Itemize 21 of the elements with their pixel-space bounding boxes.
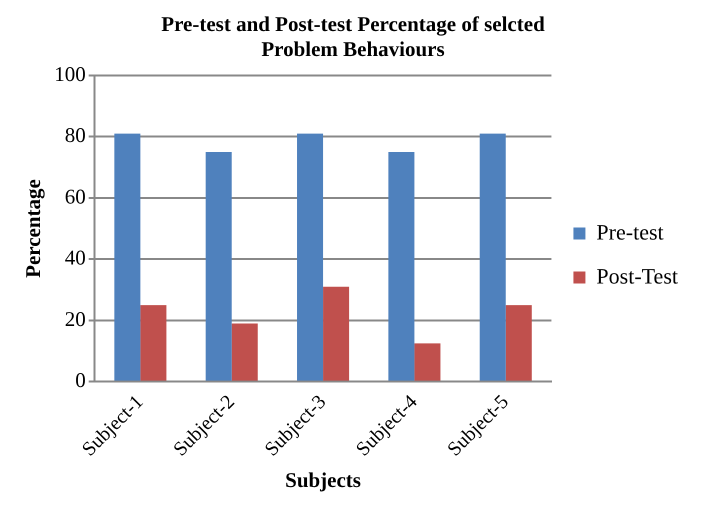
y-tick-label: 100 (54, 62, 86, 86)
bar (206, 152, 232, 381)
bar (480, 134, 506, 381)
chart-title: Pre-test and Post-test Percentage of selcted Problem Behaviours (161, 12, 546, 62)
y-axis-title: Percentage (21, 179, 46, 278)
bar (506, 305, 532, 381)
y-tick-label: 20 (64, 306, 86, 331)
y-tick-label: 80 (64, 123, 86, 148)
legend-label: Pre-test (596, 219, 664, 244)
bar (232, 323, 258, 381)
legend-label: Post-Test (596, 263, 678, 288)
bar (297, 134, 324, 381)
y-tick-label: 60 (64, 184, 86, 208)
bar (388, 152, 414, 381)
y-tick-label: 40 (64, 246, 86, 270)
bar (140, 305, 166, 381)
y-tick-label: 0 (75, 368, 86, 392)
x-axis-title: Subjects (285, 468, 361, 492)
bar (414, 343, 440, 381)
bar (114, 134, 140, 381)
bar (323, 286, 350, 381)
